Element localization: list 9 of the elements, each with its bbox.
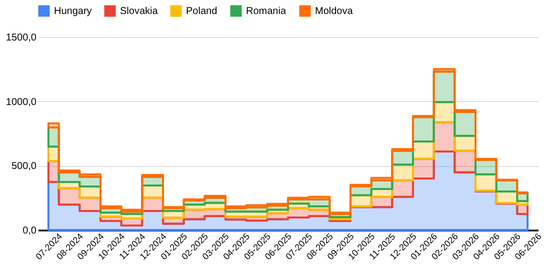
legend-label: Hungary bbox=[54, 6, 92, 17]
legend-label: Poland bbox=[186, 6, 218, 17]
y-tick-label: 500,0 bbox=[11, 161, 37, 172]
legend-label: Slovakia bbox=[120, 6, 158, 17]
legend-label: Moldova bbox=[315, 6, 354, 17]
y-tick-label: 1000,0 bbox=[6, 96, 37, 108]
legend-label: Romania bbox=[246, 6, 286, 17]
y-tick-label: 1500,0 bbox=[6, 32, 37, 44]
y-tick-label: 0,0 bbox=[22, 226, 37, 236]
